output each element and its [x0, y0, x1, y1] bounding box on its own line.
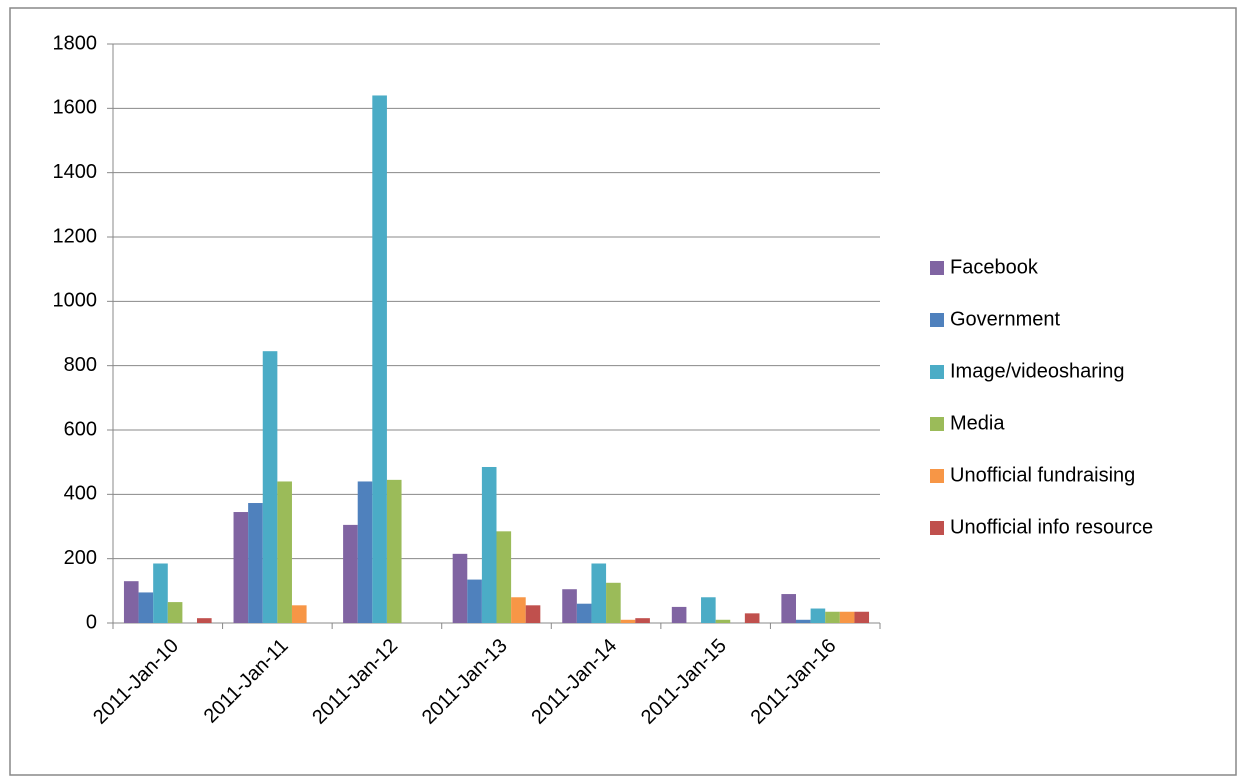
bar	[386, 479, 402, 623]
bar	[562, 589, 577, 623]
bar	[525, 605, 541, 623]
chart-border	[9, 7, 1237, 776]
bar	[576, 603, 592, 623]
bar	[123, 581, 139, 623]
bar	[671, 606, 687, 623]
legend-swatch	[930, 469, 944, 483]
bar	[343, 524, 358, 623]
bar	[277, 481, 292, 623]
legend-swatch	[930, 261, 944, 275]
bar	[197, 618, 212, 623]
bar	[153, 563, 168, 623]
y-tick-label: 0	[86, 611, 97, 633]
legend-swatch	[930, 521, 944, 535]
bar	[825, 611, 840, 623]
bar	[781, 594, 796, 623]
legend-swatch	[930, 365, 944, 379]
bar	[715, 619, 731, 623]
bar	[291, 605, 307, 623]
y-tick-label: 200	[64, 547, 97, 569]
bar	[635, 618, 650, 623]
bar	[591, 563, 607, 623]
bar	[511, 597, 526, 623]
y-tick-label: 1400	[53, 161, 98, 183]
bar	[744, 613, 760, 623]
y-tick-label: 1800	[53, 32, 98, 54]
bar	[854, 611, 870, 623]
y-tick-label: 600	[64, 418, 97, 440]
legend-label: Unofficial info resource	[950, 516, 1153, 538]
bar	[262, 351, 278, 623]
legend-label: Image/videosharing	[950, 360, 1125, 382]
legend-swatch	[930, 417, 944, 431]
legend-label: Unofficial fundraising	[950, 464, 1135, 486]
legend-swatch	[930, 313, 944, 327]
y-tick-label: 800	[64, 354, 97, 376]
legend-label: Media	[950, 412, 1005, 434]
bar	[248, 503, 263, 623]
legend-label: Facebook	[950, 256, 1039, 278]
bar	[620, 619, 636, 623]
bar	[481, 466, 497, 623]
bar	[810, 608, 826, 623]
y-tick-label: 400	[64, 483, 97, 505]
y-tick-label: 1000	[53, 290, 98, 312]
bar	[467, 579, 482, 623]
bar	[357, 481, 373, 623]
bar	[138, 592, 154, 623]
bar	[167, 602, 183, 623]
bar	[372, 95, 387, 623]
bar	[795, 619, 811, 623]
y-tick-label: 1200	[53, 225, 98, 247]
bar	[839, 611, 855, 623]
y-tick-label: 1600	[53, 97, 98, 119]
bar	[452, 553, 468, 623]
bar	[496, 531, 512, 623]
legend-label: Government	[950, 308, 1060, 330]
bar	[233, 512, 249, 623]
bar	[606, 582, 621, 623]
bar	[701, 597, 716, 623]
